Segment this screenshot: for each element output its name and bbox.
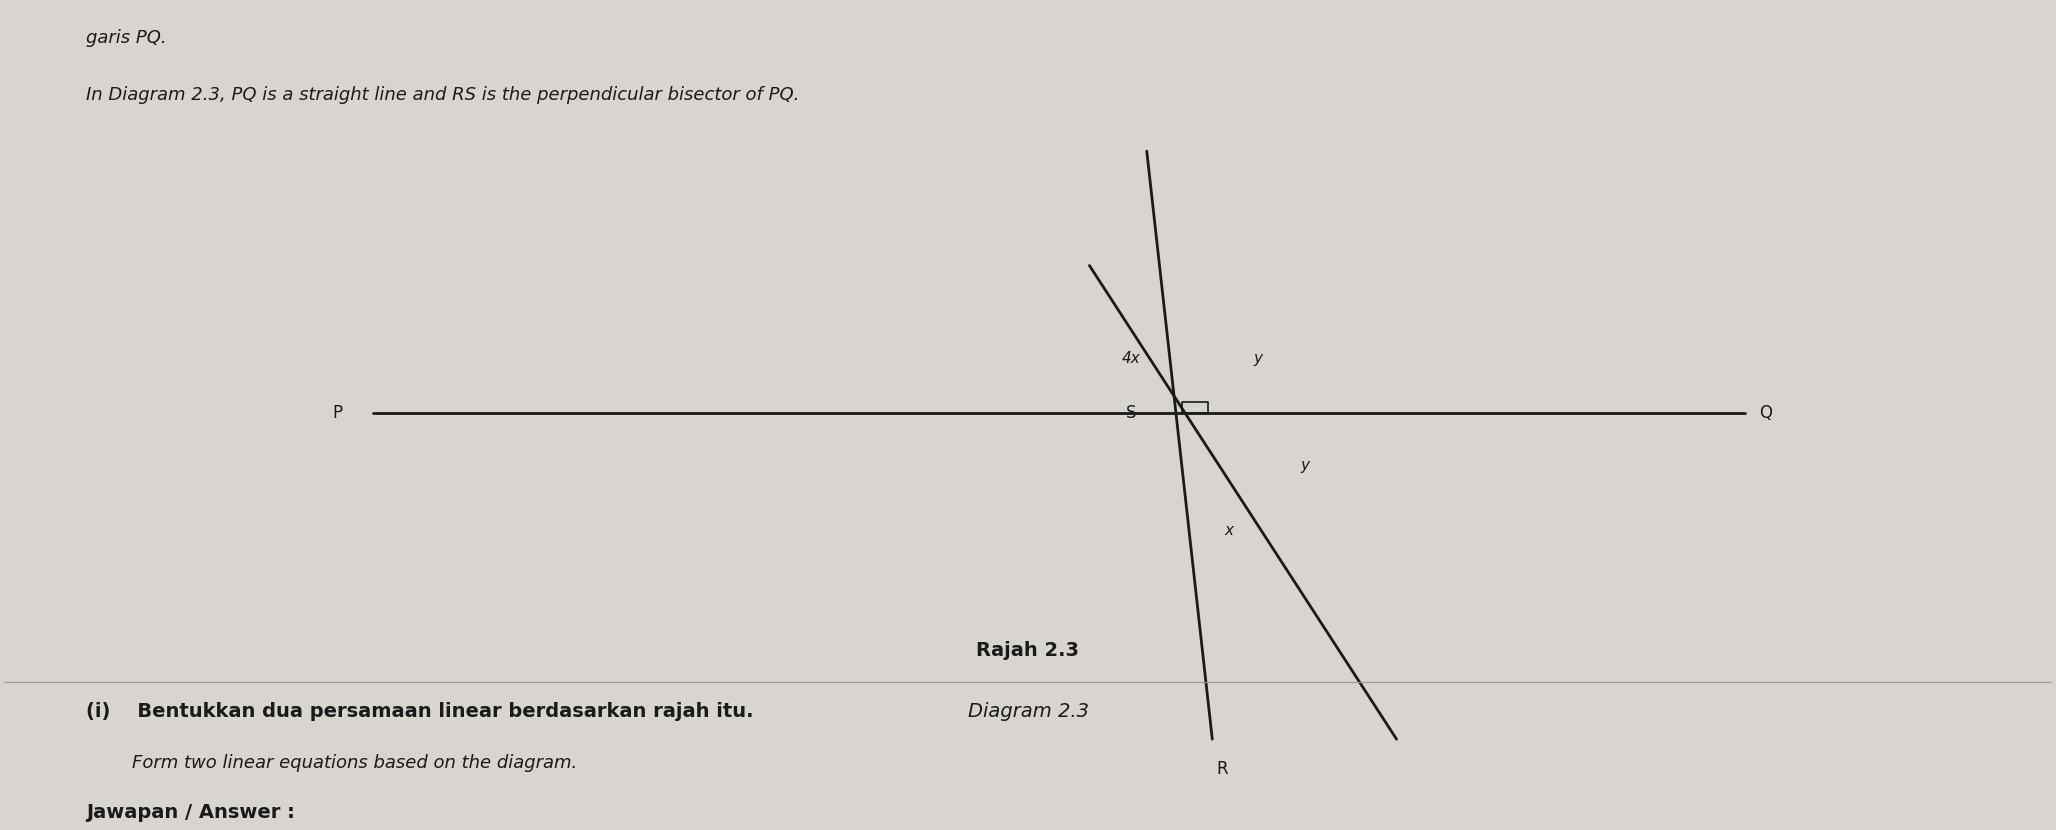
Text: Diagram 2.3: Diagram 2.3 bbox=[968, 702, 1088, 721]
Text: R: R bbox=[1217, 759, 1227, 778]
Text: 4x: 4x bbox=[1123, 351, 1141, 366]
Text: (i)    Bentukkan dua persamaan linear berdasarkan rajah itu.: (i) Bentukkan dua persamaan linear berda… bbox=[86, 702, 755, 721]
Text: Form two linear equations based on the diagram.: Form two linear equations based on the d… bbox=[86, 754, 578, 772]
Text: x: x bbox=[1223, 524, 1234, 539]
Text: Jawapan / Answer :: Jawapan / Answer : bbox=[86, 803, 294, 822]
Text: In Diagram 2.3, PQ is a straight line and RS is the perpendicular bisector of PQ: In Diagram 2.3, PQ is a straight line an… bbox=[86, 85, 800, 104]
Text: Q: Q bbox=[1760, 403, 1772, 422]
Text: y: y bbox=[1254, 351, 1262, 366]
Text: Rajah 2.3: Rajah 2.3 bbox=[977, 642, 1079, 660]
Text: P: P bbox=[331, 403, 341, 422]
Text: y: y bbox=[1299, 458, 1310, 473]
Text: S: S bbox=[1127, 403, 1137, 422]
Text: garis PQ.: garis PQ. bbox=[86, 29, 167, 46]
